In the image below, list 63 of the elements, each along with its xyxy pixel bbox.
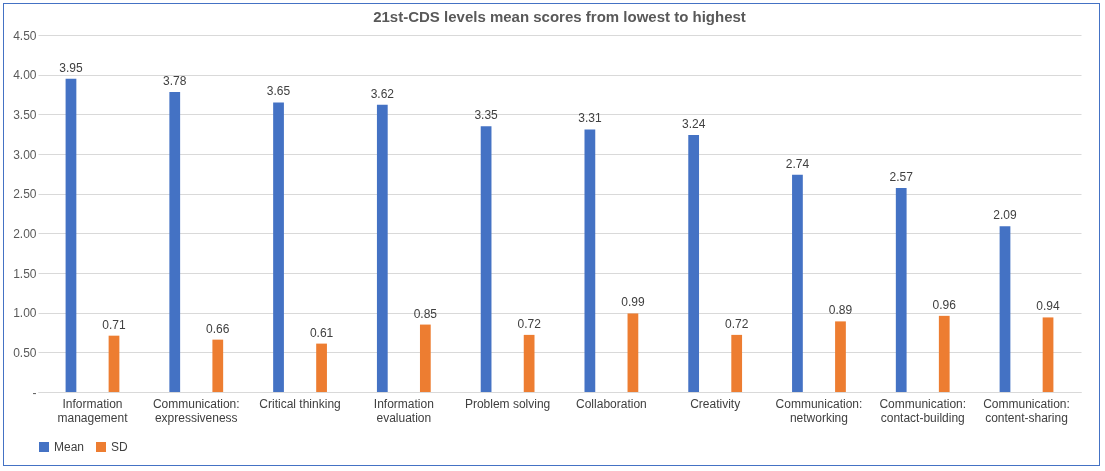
data-label: 0.85 xyxy=(413,306,438,321)
y-tick-label: 3.50 xyxy=(13,107,37,122)
bar xyxy=(316,343,327,392)
bar xyxy=(938,315,950,392)
data-label: 0.71 xyxy=(102,317,126,332)
data-label: 0.94 xyxy=(1036,299,1061,314)
bar xyxy=(419,324,431,392)
y-tick-label: 1.00 xyxy=(13,306,37,321)
data-label: 3.31 xyxy=(578,111,602,126)
data-label: 0.99 xyxy=(621,295,645,310)
x-tick-label: Problem solving xyxy=(464,396,551,411)
bar xyxy=(731,334,743,392)
bar xyxy=(169,92,181,392)
bar xyxy=(999,226,1011,392)
data-label: 3.78 xyxy=(163,74,187,89)
data-label: 2.57 xyxy=(889,170,914,185)
x-tick-label: Communication: contact-building xyxy=(879,396,967,425)
y-tick-label: 2.00 xyxy=(13,226,37,241)
bar xyxy=(627,313,639,392)
data-label: 0.72 xyxy=(517,316,542,331)
x-tick-label: Communication: networking xyxy=(775,396,863,425)
x-tick-label: Collaboration xyxy=(576,396,647,411)
data-label: 2.74 xyxy=(785,156,810,171)
bar xyxy=(108,335,120,392)
x-tick-label: Information management xyxy=(57,396,129,425)
y-tick-label: - xyxy=(32,385,37,400)
data-label: 0.66 xyxy=(206,321,230,336)
data-label: 0.96 xyxy=(932,297,957,312)
bar xyxy=(584,129,596,392)
bar xyxy=(480,126,492,392)
data-label: 3.65 xyxy=(266,84,291,99)
bar xyxy=(212,339,224,392)
bar xyxy=(1042,317,1054,392)
bar xyxy=(792,174,803,392)
bar xyxy=(376,104,388,392)
y-tick-label: 3.00 xyxy=(13,147,37,162)
x-tick-label: Communication: expressiveness xyxy=(152,396,240,425)
x-tick-label: Information evaluation xyxy=(373,396,434,425)
bar xyxy=(523,334,535,392)
y-tick-label: 4.00 xyxy=(13,68,37,83)
data-label: 0.72 xyxy=(725,316,749,331)
y-tick-label: 2.50 xyxy=(13,187,37,202)
legend-label: SD xyxy=(111,440,128,454)
x-tick-label: Creativity xyxy=(690,396,741,411)
y-tick-label: 1.50 xyxy=(13,266,37,281)
data-label: 3.35 xyxy=(474,108,499,123)
data-label: 2.09 xyxy=(993,208,1017,223)
data-label: 3.62 xyxy=(370,86,395,101)
chart-title: 21st-CDS levels mean scores from lowest to highest xyxy=(373,8,746,25)
bar xyxy=(835,321,846,392)
bar xyxy=(895,188,907,392)
data-label: 0.89 xyxy=(828,303,853,318)
x-tick-label: Critical thinking xyxy=(259,396,341,411)
x-tick-label: Communication: content-sharing xyxy=(983,396,1070,425)
y-tick-label: 4.50 xyxy=(13,28,37,43)
data-label: 3.95 xyxy=(59,60,83,75)
legend-label: Mean xyxy=(54,440,85,454)
data-label: 0.61 xyxy=(309,325,334,340)
bar xyxy=(65,78,77,392)
data-label: 3.24 xyxy=(681,116,706,131)
y-tick-label: 0.50 xyxy=(13,345,37,360)
bar xyxy=(273,102,284,392)
bar xyxy=(688,134,700,392)
